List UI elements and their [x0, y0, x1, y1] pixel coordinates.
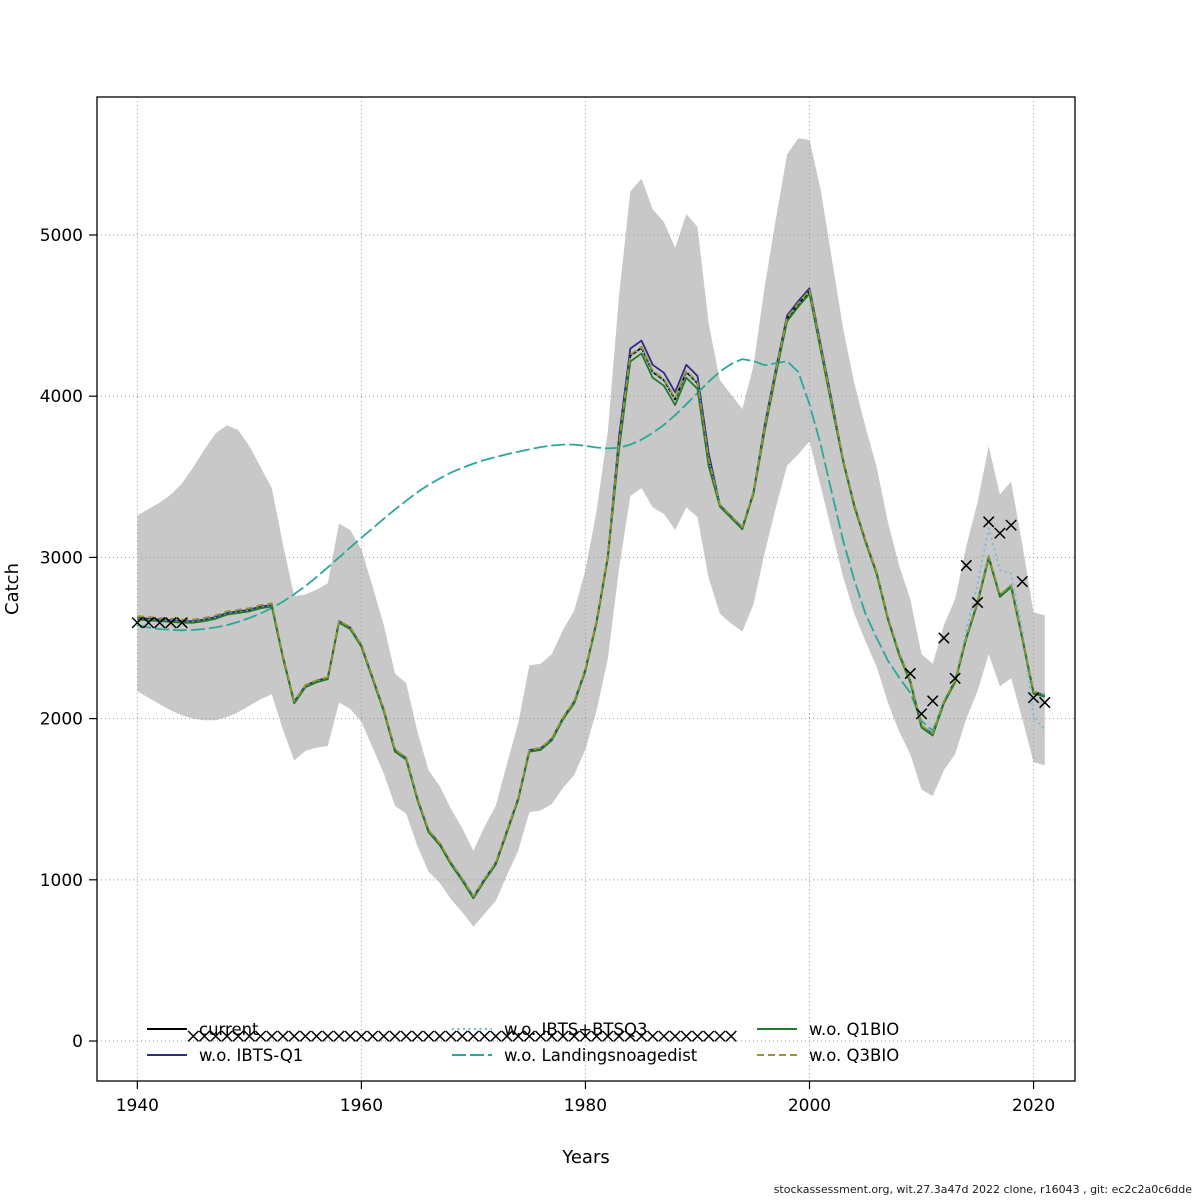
y-tick-label: 1000 — [40, 871, 83, 891]
legend: current w.o. IBTS-Q1 w.o. IBTS+BTSQ3 w.o. L… — [147, 1020, 899, 1065]
x-tick-label: 1960 — [340, 1096, 383, 1116]
y-axis-label: Catch — [2, 563, 23, 615]
legend-item-label: w.o. Landingsnoagedist — [504, 1046, 698, 1065]
legend-item-label: w.o. IBTS+BTSQ3 — [504, 1020, 647, 1039]
y-tick-label: 2000 — [40, 710, 83, 730]
x-tick-label: 1940 — [116, 1096, 159, 1116]
legend-item-label: w.o. Q1BIO — [809, 1020, 899, 1039]
x-tick-label: 2020 — [1012, 1096, 1055, 1116]
series-line-w-o-q3bio — [137, 289, 1046, 898]
series-line-w-o-landingsnoagedist — [137, 358, 1046, 732]
y-tick-label: 0 — [72, 1032, 83, 1052]
x-tick-label: 1980 — [564, 1096, 607, 1116]
legend-item-label: current — [199, 1020, 259, 1039]
confidence-band — [137, 138, 1045, 927]
x-axis-label: Years — [561, 1147, 610, 1168]
y-tick-label: 4000 — [40, 387, 83, 407]
y-tick-label: 5000 — [40, 226, 83, 246]
footer-attribution: stockassessment.org, wit.27.3a47d 2022 c… — [774, 1183, 1193, 1196]
y-tick-label: 3000 — [40, 548, 83, 568]
observed-catch-markers — [131, 516, 1051, 1042]
x-tick-label: 2000 — [788, 1096, 831, 1116]
legend-item-label: w.o. IBTS-Q1 — [199, 1046, 303, 1065]
plot-area: 1940 1960 1980 2000 2020 0 1000 2000 3000 4000 500… — [40, 96, 1076, 1116]
legend-item-label: w.o. Q3BIO — [809, 1046, 899, 1065]
